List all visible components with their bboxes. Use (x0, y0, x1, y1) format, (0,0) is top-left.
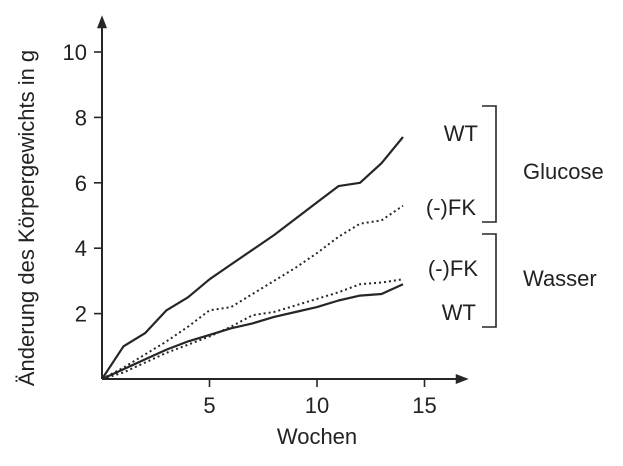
series-lines (101, 136, 404, 381)
series-line-2 (101, 278, 404, 380)
series-label-fk-wasser: (-)FK (428, 256, 478, 281)
y-axis-label: Änderung des Körpergewichts in g (14, 50, 39, 386)
series-label-wt-glucose: WT (444, 121, 478, 146)
x-tick-label: 5 (203, 393, 215, 418)
x-axis-ticks: 5 10 15 (203, 379, 437, 418)
series-labels: WT (-)FK (-)FK WT (426, 121, 478, 325)
y-tick-label: 2 (75, 302, 87, 327)
y-tick-label: 10 (63, 40, 87, 65)
group-brackets: Glucose Wasser (482, 105, 604, 328)
axes (97, 15, 469, 384)
series-label-fk-glucose: (-)FK (426, 195, 476, 220)
y-tick-label: 6 (75, 171, 87, 196)
series-label-wt-wasser: WT (442, 300, 476, 325)
series-line-1 (101, 204, 404, 380)
x-axis-arrowhead (455, 374, 469, 384)
y-tick-label: 4 (75, 236, 87, 261)
series-line-3 (101, 283, 404, 381)
y-axis-ticks: 2 4 6 8 10 (63, 40, 102, 327)
x-tick-label: 10 (305, 393, 329, 418)
y-tick-label: 8 (75, 105, 87, 130)
group-label-wasser: Wasser (523, 266, 597, 291)
y-axis-arrowhead (97, 15, 107, 29)
series-line-0 (101, 136, 404, 380)
group-label-glucose: Glucose (523, 159, 604, 184)
bracket-glucose (482, 105, 497, 223)
x-axis-label: Wochen (277, 424, 357, 449)
x-tick-label: 15 (412, 393, 436, 418)
bracket-wasser (482, 233, 497, 328)
